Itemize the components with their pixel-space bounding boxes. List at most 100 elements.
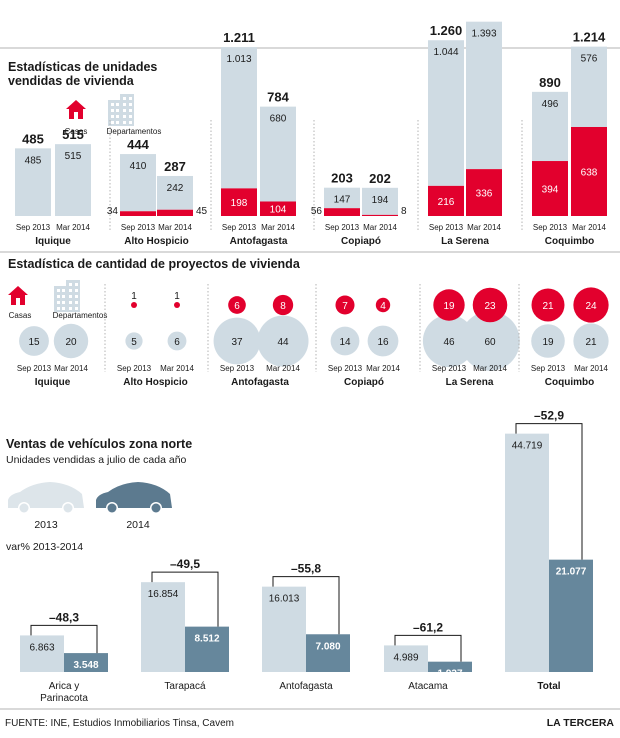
bubble-departamentos [213, 317, 261, 365]
label-departamentos: 16 [377, 337, 389, 348]
label-2014: 8.512 [194, 634, 219, 645]
source-note: FUENTE: INE, Estudios Inmobiliarios Tins… [5, 718, 234, 729]
label-departamentos: 485 [25, 155, 42, 166]
label-departamentos: 680 [270, 114, 287, 125]
tick-label: Sep 2013 [429, 223, 464, 232]
legend-departamentos: Departamentos [107, 127, 162, 136]
label-casas: 7 [342, 301, 348, 312]
var-bracket [272, 576, 340, 635]
tick-label: Sep 2013 [220, 364, 255, 373]
label-departamentos: 147 [334, 195, 351, 206]
bar-departamentos [15, 148, 51, 216]
chart-subtitle: Unidades vendidas a julio de cada año [6, 454, 187, 466]
label-departamentos: 60 [484, 337, 496, 348]
var-label: –49,5 [170, 557, 200, 571]
housing-projects-chart: Estadística de cantidad de proyectos de … [0, 251, 620, 388]
label-casas: 19 [443, 301, 455, 312]
bubble-departamentos [531, 324, 565, 358]
bar-departamentos [55, 144, 91, 216]
group-label: Parinacota [40, 693, 88, 704]
label-casas: 104 [270, 205, 287, 216]
label-total: 1.214 [573, 30, 606, 45]
bubble-departamentos [367, 325, 399, 357]
tick-label: Sep 2013 [16, 223, 51, 232]
bubble-casas [228, 296, 246, 314]
label-2013: 4.989 [393, 652, 418, 663]
label-casas: 216 [438, 197, 455, 208]
label-casas: 56 [311, 206, 323, 217]
label-departamentos: 1.044 [433, 47, 458, 58]
group-0: 15 Sep 2013 20 Mar 2014 Iquique [17, 323, 89, 388]
label-casas: 45 [196, 206, 208, 217]
bar-departamentos [362, 187, 398, 215]
group-3: 147 56 203 Sep 2013 194 8 202 Mar 2014 Copiapó [311, 171, 407, 247]
label-casas: 336 [476, 189, 493, 200]
bar-casas [571, 126, 607, 216]
bubble-departamentos [330, 326, 360, 356]
vehicle-sales-chart: Ventas de vehículos zona norte Unidades v… [6, 409, 593, 704]
bar-casas [324, 208, 360, 216]
label-casas: 34 [107, 206, 119, 217]
bar-departamentos [221, 47, 257, 189]
label-departamentos: 410 [130, 161, 147, 172]
group-3: 4.989 1.937 –61,2 Atacama [384, 620, 472, 692]
label-casas: 8 [280, 301, 286, 312]
label-casas: 394 [542, 185, 559, 196]
label-total: 287 [164, 159, 186, 174]
building-icon [54, 280, 80, 312]
bubble-casas [433, 289, 465, 321]
label-casas: 24 [585, 301, 597, 312]
tick-label: Mar 2014 [467, 223, 501, 232]
group-label: Antofagasta [279, 681, 333, 692]
bar-departamentos [260, 106, 296, 202]
footer: FUENTE: INE, Estudios Inmobiliarios Tins… [0, 708, 620, 729]
label-departamentos: 6 [174, 337, 180, 348]
var-label: –52,9 [534, 409, 564, 423]
label-total: 515 [62, 127, 84, 142]
group-label: Iquique [35, 236, 71, 247]
label-departamentos: 19 [542, 337, 554, 348]
label-departamentos: 15 [28, 337, 40, 348]
bubble-casas [531, 288, 565, 322]
group-5: 496 394 890 Sep 2013 576 638 1.214 Mar 2014 Coqu… [532, 30, 607, 247]
group-label: Total [537, 681, 560, 692]
tick-label: Mar 2014 [158, 223, 192, 232]
group-label: Copiapó [344, 377, 384, 388]
legend-casas: Casas [65, 127, 88, 136]
bubble-casas [335, 295, 355, 315]
label-casas: 23 [484, 301, 496, 312]
bar-2014 [185, 626, 229, 672]
bar-departamentos [466, 21, 502, 170]
bar-departamentos [532, 91, 568, 162]
label-departamentos: 515 [65, 151, 82, 162]
bar-2014 [428, 661, 472, 672]
label-departamentos: 496 [542, 99, 559, 110]
bar-departamentos [324, 187, 360, 209]
var-label: –48,3 [49, 610, 79, 624]
chart-title: Estadística de cantidad de proyectos de … [8, 257, 301, 271]
building-icon [108, 94, 134, 126]
car-2013-icon [8, 482, 84, 514]
group-label: Alto Hospicio [124, 236, 188, 247]
label-departamentos: 1.393 [471, 29, 496, 40]
bar-casas [532, 161, 568, 216]
label-2013: 16.854 [148, 589, 179, 600]
group-label: Arica y [49, 681, 80, 692]
tick-label: Sep 2013 [328, 364, 363, 373]
group-label: Alto Hospicio [123, 377, 187, 388]
bar-departamentos [157, 175, 193, 210]
bar-2013 [384, 645, 428, 672]
tick-label: Mar 2014 [473, 364, 507, 373]
label-2013: 6.863 [29, 642, 54, 653]
bubble-departamentos [53, 323, 89, 359]
group-2: 1.013 198 1.211 Sep 2013 680 104 784 Mar 2014 An… [221, 30, 296, 247]
bubble-departamentos [125, 332, 143, 350]
bubble-departamentos [257, 315, 309, 367]
group-label: Iquique [35, 377, 71, 388]
house-icon [8, 286, 28, 305]
bar-2013 [505, 433, 549, 672]
legend-casas: Casas [9, 311, 32, 320]
group-label: Antofagasta [230, 236, 288, 247]
house-icon [66, 100, 86, 119]
